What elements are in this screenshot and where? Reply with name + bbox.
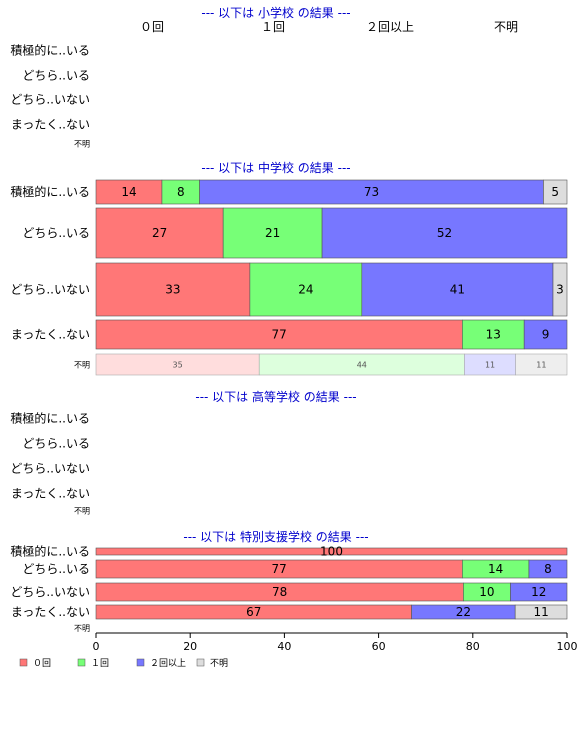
row-label: 積極的に..いる [10, 544, 90, 559]
column-header: １回 [261, 20, 285, 34]
legend-swatch [77, 658, 86, 667]
data-label: 12 [531, 585, 546, 599]
x-tick-label: 60 [372, 640, 386, 653]
row-label: どちら..いない [10, 283, 90, 297]
bar-segment [514, 604, 568, 620]
row-label: どちら..いる [22, 562, 90, 576]
data-label: 33 [165, 283, 180, 297]
data-label: 11 [533, 605, 548, 619]
data-label: 5 [551, 185, 559, 199]
data-label: 14 [488, 562, 503, 576]
row-label: どちら..いない [10, 93, 90, 107]
row-label: 不明 [74, 361, 90, 370]
row-label: 不明 [74, 624, 90, 633]
column-header: ２回以上 [366, 20, 414, 34]
bar-segment [95, 319, 463, 350]
data-label: 77 [272, 562, 287, 576]
section-title: --- 以下は 高等学校 の結果 --- [195, 389, 356, 404]
data-label: 8 [544, 562, 552, 576]
row-label: まったく..ない [11, 605, 90, 619]
legend-label: ２回以上 [150, 658, 186, 669]
data-label: 9 [542, 328, 550, 342]
row-label: 積極的に..いる [10, 184, 90, 199]
data-label: 77 [272, 328, 287, 342]
bar-segment [199, 179, 544, 205]
legend-swatch [19, 658, 28, 667]
data-label: 22 [456, 605, 471, 619]
data-label: 100 [320, 545, 343, 559]
bar-segment [515, 353, 568, 376]
section-title: --- 以下は 特別支援学校 の結果 --- [183, 529, 368, 544]
x-tick-label: 20 [183, 640, 197, 653]
data-label: 3 [556, 283, 564, 297]
row-label: どちら..いない [10, 462, 90, 476]
bar-segment [249, 262, 363, 317]
bar-segment [95, 179, 163, 205]
data-label: 8 [177, 185, 185, 199]
column-header: ０回 [140, 20, 164, 34]
data-label: 44 [357, 361, 367, 370]
bar-segment [222, 207, 323, 259]
column-header: 不明 [494, 20, 518, 34]
row-label: どちら..いない [10, 585, 90, 599]
row-label: まったく..ない [11, 118, 90, 132]
row-label: 不明 [74, 140, 90, 149]
data-label: 11 [536, 361, 546, 370]
row-label: 積極的に..いる [10, 43, 90, 58]
data-label: 52 [437, 226, 452, 240]
bar-segment [321, 207, 568, 259]
row-label: どちら..いる [22, 226, 90, 240]
bar-segment [510, 582, 568, 602]
data-label: 78 [272, 585, 287, 599]
legend-label: 不明 [210, 658, 228, 669]
data-label: 24 [298, 283, 313, 297]
bar-segment [361, 262, 554, 317]
row-label: どちら..いる [22, 69, 90, 83]
data-label: 41 [450, 283, 465, 297]
bar-segment [552, 262, 568, 317]
section-title: --- 以下は 小学校 の結果 --- [201, 5, 350, 20]
bar-segment [161, 179, 200, 205]
x-tick-label: 40 [277, 640, 291, 653]
data-label: 73 [364, 185, 379, 199]
legend-label: １回 [91, 658, 109, 669]
bar-segment [95, 207, 224, 259]
row-label: まったく..ない [11, 487, 90, 501]
x-tick-label: 0 [93, 640, 100, 653]
bar-segment [95, 547, 568, 556]
data-label: 14 [121, 185, 136, 199]
x-tick-label: 80 [466, 640, 480, 653]
bar-segment [528, 559, 568, 579]
x-tick-label: 100 [557, 640, 578, 653]
bar-segment [543, 179, 568, 205]
data-label: 67 [246, 605, 261, 619]
legend-label: ０回 [33, 658, 51, 669]
data-label: 21 [265, 226, 280, 240]
row-label: 積極的に..いる [10, 411, 90, 426]
bar-segment [523, 319, 568, 350]
data-label: 13 [486, 328, 501, 342]
bar-segment [462, 319, 525, 350]
data-label: 10 [479, 585, 494, 599]
legend-swatch [196, 658, 205, 667]
legend-swatch [136, 658, 145, 667]
data-label: 11 [485, 361, 495, 370]
row-label: 不明 [74, 507, 90, 516]
row-label: どちら..いる [22, 437, 90, 451]
section-title: --- 以下は 中学校 の結果 --- [201, 160, 350, 175]
data-label: 35 [173, 361, 183, 370]
data-label: 27 [152, 226, 167, 240]
row-label: まったく..ない [11, 328, 90, 342]
bar-segment [95, 262, 251, 317]
